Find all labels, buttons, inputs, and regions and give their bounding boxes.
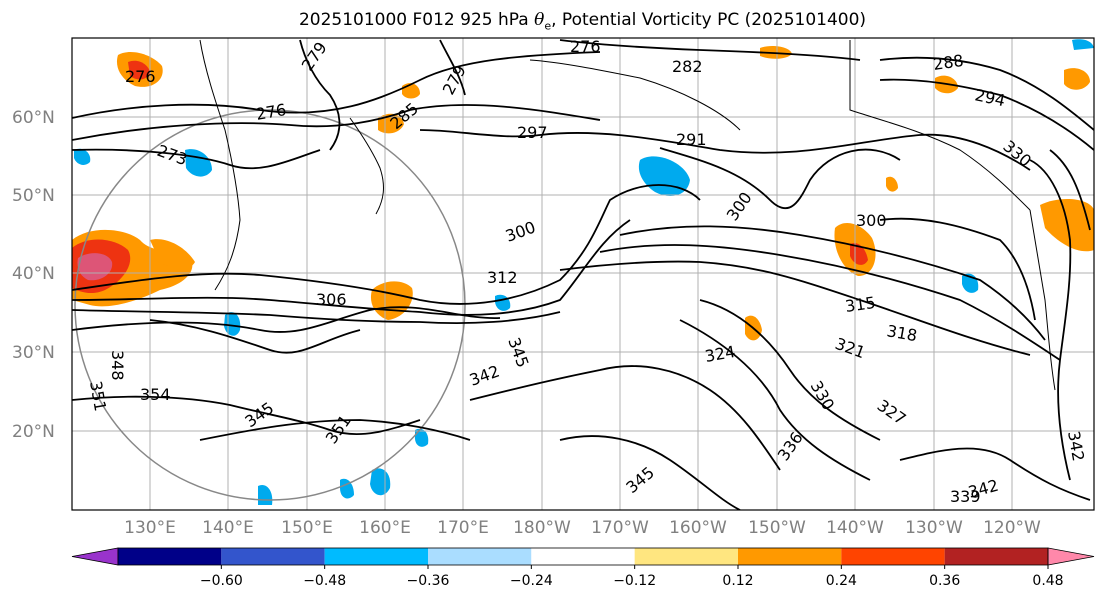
map-border: [71, 37, 1095, 511]
pv-high-topleft: [128, 60, 150, 80]
colorbar-extend-low: [71, 547, 119, 566]
contour-label: 339: [950, 487, 981, 506]
lat-label: 50°N: [12, 186, 55, 206]
lon-label: 150°E: [281, 518, 333, 538]
pv-positive-ne: [1064, 68, 1090, 90]
lon-label: 170°E: [437, 518, 489, 538]
lon-label: 160°E: [359, 518, 411, 538]
contour-label: 288: [932, 51, 965, 74]
colorbar-tick-label: −0.12: [613, 573, 656, 589]
lat-label: 30°N: [12, 343, 55, 363]
longitude-labels: 130°E 140°E 150°E 160°E 170°E 180°W 170°…: [124, 518, 1041, 538]
pv-positive-asia-2: [150, 239, 195, 269]
pv-negative-ne: [1072, 39, 1094, 50]
lon-label: 130°W: [905, 518, 963, 538]
pv-negative-far-west: [74, 148, 91, 165]
pv-positive-gulf: [886, 176, 898, 192]
colorbar-segment: [531, 548, 635, 565]
colorbar-segment: [738, 548, 842, 565]
lon-label: 130°E: [124, 518, 176, 538]
pv-negative-south-4: [414, 428, 429, 447]
contour-label: 312: [487, 268, 518, 287]
contour-label: 291: [676, 130, 707, 149]
colorbar-tick-label: 0.24: [826, 573, 857, 589]
lat-label: 40°N: [12, 264, 55, 284]
contour-label: 354: [140, 385, 171, 404]
colorbar-tick-label: −0.36: [407, 573, 450, 589]
colorbar-tick-label: −0.60: [200, 573, 243, 589]
map-title: 2025101000 F012 925 hPa θe, Potential Vo…: [298, 10, 867, 33]
lat-label: 60°N: [12, 108, 55, 128]
colorbar-tick-label: −0.24: [510, 573, 553, 589]
colorbar-segment: [428, 548, 532, 565]
lon-label: 180°W: [513, 518, 571, 538]
theta-e-contours: [72, 39, 1094, 510]
colorbar-segment: [841, 548, 945, 565]
contour-label: 297: [517, 123, 548, 142]
colorbar-segment: [118, 548, 222, 565]
lon-label: 160°W: [669, 518, 727, 538]
colorbar-segment: [944, 548, 1048, 565]
contour-label: 276: [570, 37, 601, 56]
coastlines: [199, 39, 1056, 391]
contour-label: 300: [856, 211, 887, 230]
lon-label: 120°W: [983, 518, 1041, 538]
lon-label: 150°W: [748, 518, 806, 538]
colorbar-tick-label: 0.36: [929, 573, 960, 589]
colorbar-segment: [221, 548, 325, 565]
range-circle: [74, 109, 466, 501]
lon-label: 170°W: [591, 518, 649, 538]
colorbar-tick-label: −0.48: [303, 573, 346, 589]
contour-label: 282: [672, 57, 703, 76]
colorbar-segment: [634, 548, 738, 565]
pv-negative-south-3: [340, 478, 354, 499]
lon-label: 140°W: [826, 518, 884, 538]
colorbar-tick-label: 0.48: [1032, 573, 1063, 589]
lon-label: 140°E: [202, 518, 254, 538]
latitude-labels: 60°N 50°N 40°N 30°N 20°N: [12, 108, 55, 442]
contour-label: 276: [125, 67, 156, 86]
colorbar-border: [117, 547, 1049, 566]
colorbar-tick-label: 0.12: [722, 573, 753, 589]
colorbar-segment: [324, 548, 428, 565]
contour-label: 306: [316, 290, 347, 309]
colorbar: −0.60 −0.48 −0.36 −0.24 −0.12 0.12 0.24 0.36 0.4…: [71, 547, 1095, 589]
colorbar-extend-high: [1047, 547, 1095, 566]
lat-label: 20°N: [12, 422, 55, 442]
contour-label: 315: [844, 293, 877, 316]
contour-label: 348: [108, 350, 127, 381]
